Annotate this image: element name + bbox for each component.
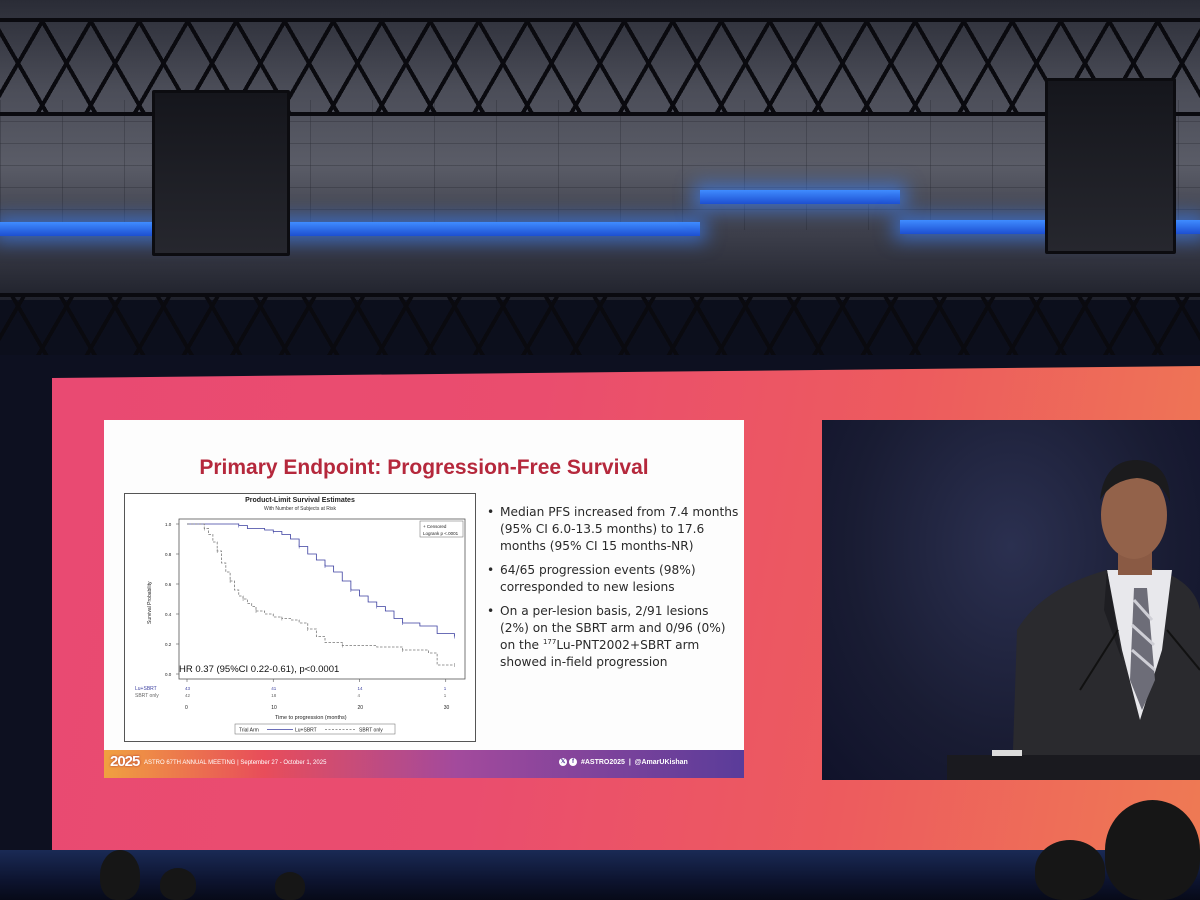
bullet-progression-events: 64/65 progression events (98%) correspon… <box>487 562 739 596</box>
legend-censored: + Censored <box>423 524 447 529</box>
series-sbrt-only-line <box>187 523 455 666</box>
bullet-median-pfs: Median PFS increased from 7.4 months (95… <box>487 504 739 555</box>
survival-curves <box>187 523 455 667</box>
at-risk-sbrt: 1 <box>444 693 447 698</box>
speaker-head <box>1101 471 1167 559</box>
slide-title: Primary Endpoint: Progression-Free Survi… <box>199 456 649 479</box>
truss-lower <box>0 293 1200 359</box>
legend-logrank: Logrank p <.0001 <box>423 531 459 536</box>
bullet-list: Median PFS increased from 7.4 months (95… <box>487 504 739 678</box>
y-tick-label: 0.6 <box>165 582 172 587</box>
at-risk-lu: 43 <box>185 686 191 691</box>
hr-annotation: HR 0.37 (95%CI 0.22-0.61), p<0.0001 <box>179 664 339 675</box>
bullet-per-lesion-pre: On a per-lesion basis, 2/91 lesions (2%)… <box>500 604 726 652</box>
blue-light-left <box>0 222 700 236</box>
at-risk-sbrt: 18 <box>271 693 277 698</box>
plot-title: Product-Limit Survival Estimates <box>245 497 355 504</box>
bullet-per-lesion: On a per-lesion basis, 2/91 lesions (2%)… <box>487 603 739 671</box>
speaker-box-right <box>1045 78 1176 254</box>
x-axis-ticks: 0 10 20 30 <box>185 679 450 711</box>
legend-label-sbrt: SBRT only <box>359 728 383 734</box>
facebook-icon: f <box>569 758 577 766</box>
speaker-hair <box>1100 460 1170 502</box>
speaker-figure <box>947 460 1200 780</box>
plot-subtitle: With Number of Subjects at Risk <box>264 506 336 512</box>
legend-box <box>419 520 464 538</box>
slide-footer: 2025 ASTRO 67TH ANNUAL MEETING | Septemb… <box>104 750 744 778</box>
y-tick-label: 0.8 <box>165 552 172 557</box>
y-axis-ticks: 0.0 0.2 0.4 0.6 0.8 1.0 <box>165 522 179 677</box>
at-risk-sbrt: 4 <box>358 693 361 698</box>
y-tick-label: 0.4 <box>165 612 172 617</box>
y-tick-label: 1.0 <box>165 522 172 527</box>
y-tick-label: 0.0 <box>165 672 172 677</box>
y-tick-label: 0.2 <box>165 642 172 647</box>
slide: Primary Endpoint: Progression-Free Survi… <box>104 420 744 778</box>
at-risk-sbrt: 42 <box>185 693 191 698</box>
microphone-right <box>1166 629 1200 671</box>
plot-area <box>178 518 466 680</box>
at-risk-label-sbrt: SBRT only <box>135 693 159 699</box>
y-axis-label: Survival Probability <box>147 581 153 624</box>
isotope-superscript: 177 <box>542 637 557 646</box>
speaker-video <box>822 420 1200 780</box>
at-risk-lu: 41 <box>271 686 277 691</box>
twitter-handle: @AmarUKishan <box>634 758 688 766</box>
meeting-info: ASTRO 67TH ANNUAL MEETING | September 27… <box>144 760 327 766</box>
hashtag: #ASTRO2025 <box>580 758 625 766</box>
audience-head <box>275 872 305 900</box>
trial-arm-label: Trial Arm <box>239 728 259 734</box>
km-chart: 0.0 0.2 0.4 0.6 0.8 1.0 0 10 20 30 + Censored Lo… <box>135 518 466 735</box>
at-risk-lu: 1 <box>444 686 447 691</box>
audience-head <box>1105 800 1200 900</box>
bottom-legend-box <box>234 723 396 735</box>
audience-area <box>0 850 1200 900</box>
astro-logo: 2025 <box>110 753 140 770</box>
speaker-box-left <box>152 90 290 256</box>
x-tick-label: 30 <box>444 705 450 711</box>
x-axis-label: Time to progression (months) <box>275 715 347 721</box>
x-tick-label: 10 <box>271 705 277 711</box>
microphone-left <box>1079 629 1119 691</box>
x-tick-label: 20 <box>358 705 364 711</box>
audience-head <box>1035 840 1105 900</box>
audience-head <box>160 868 196 900</box>
series-lu-sbrt-line <box>187 523 455 637</box>
at-risk-label-lu: Lu+SBRT <box>135 686 157 692</box>
at-risk-lu: 14 <box>358 686 364 691</box>
bullet-per-lesion-post: Lu-PNT2002+SBRT arm showed in-field prog… <box>500 638 700 669</box>
x-icon: 𝕏 <box>559 758 567 766</box>
footer-separator: | <box>628 758 631 766</box>
podium <box>947 755 1200 780</box>
legend-label-lu: Lu+SBRT <box>295 728 317 734</box>
blue-light-center <box>700 190 900 204</box>
x-tick-label: 0 <box>185 705 188 711</box>
km-plot: Product-Limit Survival Estimates With Nu… <box>124 493 476 742</box>
audience-head <box>100 850 140 900</box>
